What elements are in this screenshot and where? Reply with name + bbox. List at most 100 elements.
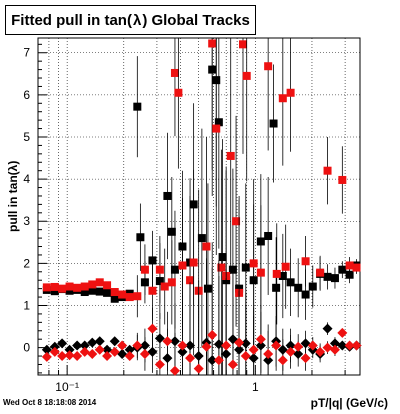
data-point-diamond <box>139 348 150 359</box>
data-point-square <box>286 278 295 287</box>
data-point-square <box>95 287 104 296</box>
data-point-square <box>203 284 212 293</box>
data-point-diamond <box>221 340 232 351</box>
data-point-square <box>212 124 221 133</box>
data-point-square <box>214 118 223 127</box>
data-point-square <box>50 282 59 291</box>
data-point-square <box>281 262 290 271</box>
data-point-diamond <box>337 327 348 338</box>
data-point-diamond <box>185 353 196 364</box>
data-point-square <box>241 263 250 272</box>
y-tick-label: 7 <box>23 46 30 60</box>
data-point-square <box>148 256 157 265</box>
data-point-square <box>140 265 149 274</box>
data-point-square <box>155 265 164 274</box>
data-point-square <box>272 283 281 292</box>
data-point-square <box>167 278 176 287</box>
data-point-diamond <box>234 337 245 348</box>
data-point-diamond <box>285 346 296 357</box>
data-point-square <box>278 94 287 103</box>
timestamp-text: Wed Oct 8 18:18:08 2014 <box>3 398 97 407</box>
x-tick-label: 1 <box>252 380 259 394</box>
data-point-diamond <box>109 336 120 347</box>
x-tick-label: 10⁻¹ <box>55 380 79 394</box>
data-point-square <box>345 270 354 279</box>
data-point-diamond <box>49 346 60 357</box>
data-point-diamond <box>94 336 105 347</box>
chart-title: Fitted pull in tan(λ) Global Tracks <box>5 5 256 35</box>
data-point-square <box>133 102 142 111</box>
data-point-diamond <box>193 363 204 374</box>
data-point-square <box>256 268 265 277</box>
data-point-square <box>167 227 176 236</box>
y-tick-label: 4 <box>23 172 30 186</box>
data-point-square <box>88 286 97 295</box>
data-point-diamond <box>117 340 128 351</box>
data-point-square <box>160 282 169 291</box>
data-point-square <box>202 242 211 251</box>
data-point-square <box>264 231 273 240</box>
data-point-square <box>58 284 67 293</box>
chart-title-suffix: ) Global Tracks <box>142 11 250 29</box>
data-point-diamond <box>72 351 83 362</box>
data-point-square <box>103 288 112 297</box>
data-point-diamond <box>41 344 52 355</box>
data-point-diamond <box>124 351 135 362</box>
data-point-diamond <box>329 344 340 355</box>
data-point-square <box>308 282 317 291</box>
data-point-diamond <box>64 344 75 355</box>
data-point-diamond <box>315 346 326 357</box>
data-point-square <box>186 276 195 285</box>
data-point-square <box>80 288 89 297</box>
data-point-square <box>65 286 74 295</box>
data-point-square <box>272 269 281 278</box>
data-point-diamond <box>248 344 259 355</box>
data-point-square <box>330 274 339 283</box>
data-point-diamond <box>109 346 120 357</box>
data-point-diamond <box>94 344 105 355</box>
data-point-square <box>301 290 310 299</box>
y-tick-label: 3 <box>23 214 30 228</box>
data-point-diamond <box>263 348 274 359</box>
data-point-diamond <box>162 336 173 347</box>
data-point-square <box>286 88 295 97</box>
data-point-diamond <box>177 340 188 351</box>
data-point-diamond <box>102 344 113 355</box>
data-point-diamond <box>64 350 75 361</box>
data-point-diamond <box>87 348 98 359</box>
y-tick-label: 2 <box>23 256 30 270</box>
data-point-square <box>103 281 112 290</box>
data-point-square <box>88 280 97 289</box>
data-point-diamond <box>277 355 288 366</box>
data-point-diamond <box>79 340 90 351</box>
data-point-square <box>338 265 347 274</box>
data-point-diamond <box>207 329 218 340</box>
data-point-square <box>218 253 227 262</box>
data-point-square <box>163 191 172 200</box>
data-point-square <box>217 263 226 272</box>
data-point-square <box>65 282 74 291</box>
data-point-diamond <box>72 340 83 351</box>
data-point-square <box>294 283 303 292</box>
data-point-diamond <box>240 351 251 362</box>
data-point-square <box>352 263 361 272</box>
data-point-square <box>226 151 235 160</box>
data-point-square <box>249 259 258 268</box>
data-point-diamond <box>169 365 180 376</box>
data-point-diamond <box>57 338 68 349</box>
data-point-square <box>125 293 134 302</box>
y-axis-label-suffix: ) <box>6 160 20 165</box>
data-point-square <box>110 288 119 297</box>
data-point-diamond <box>154 333 165 344</box>
chart-title-prefix: Fitted pull in tan( <box>11 11 132 29</box>
data-point-square <box>208 39 217 48</box>
data-point-square <box>42 283 51 292</box>
data-point-diamond <box>132 340 143 351</box>
data-point-square <box>170 265 179 274</box>
data-point-diamond <box>300 338 311 349</box>
data-point-square <box>148 286 157 295</box>
data-point-diamond <box>337 340 348 351</box>
data-point-diamond <box>227 359 238 370</box>
y-tick-label: 1 <box>23 298 30 312</box>
y-tick-label: 0 <box>23 341 30 355</box>
